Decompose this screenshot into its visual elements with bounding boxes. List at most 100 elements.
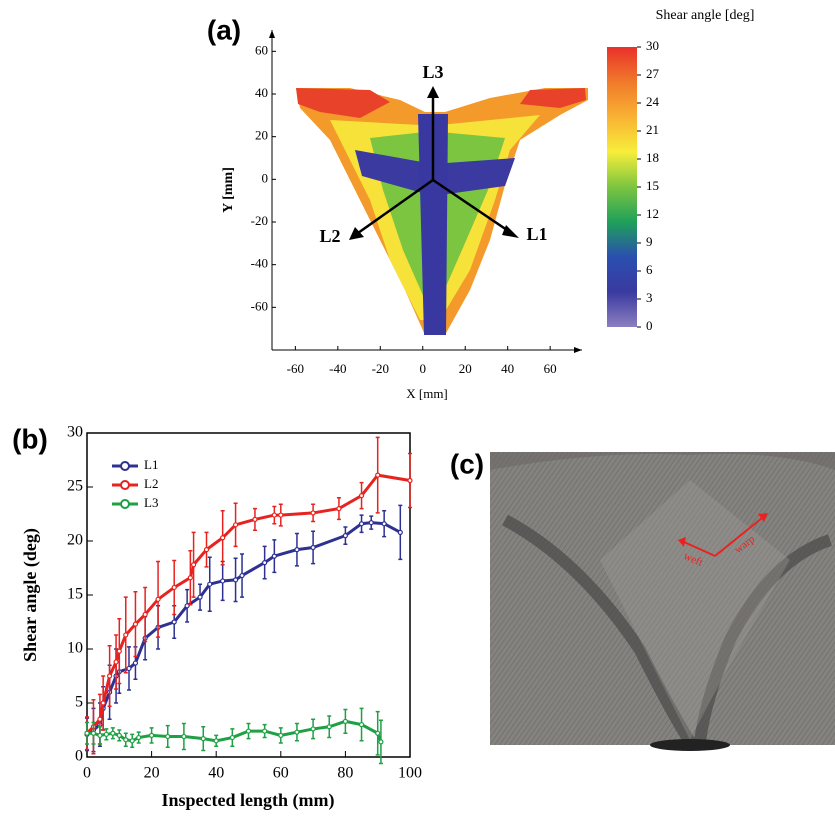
point (358, 721, 365, 728)
point (142, 611, 148, 618)
point (149, 732, 155, 739)
point (407, 477, 413, 484)
y-tick-label: 0 (262, 170, 269, 185)
point (136, 734, 142, 741)
axis-arrow (269, 30, 275, 38)
point (239, 572, 245, 579)
colorbar-tick-label: 18 (646, 150, 659, 165)
colorbar-tick-label: 21 (646, 122, 659, 137)
point (310, 510, 316, 516)
y-tick-label: 5 (75, 694, 83, 711)
y-tick-label: 60 (255, 42, 268, 57)
y-tick-label: 20 (67, 532, 83, 549)
point (113, 659, 119, 665)
heatmap-field (296, 88, 588, 335)
panel-label: (a) (207, 14, 241, 45)
point (342, 718, 348, 724)
x-tick-label: 80 (337, 765, 353, 782)
point (171, 619, 177, 625)
colorbar-title: Shear angle [deg] (656, 8, 755, 23)
point (375, 730, 381, 736)
series (84, 707, 384, 765)
point (220, 578, 226, 584)
y-tick-label: 30 (67, 424, 83, 441)
point (97, 732, 103, 739)
point (126, 665, 132, 672)
point (294, 547, 300, 553)
direction-arrows (349, 86, 519, 240)
y-tick-label: -40 (251, 256, 268, 271)
point (271, 512, 277, 518)
legend-label: L2 (144, 476, 158, 491)
x-tick-label: 60 (544, 361, 557, 376)
colorbar (607, 47, 637, 327)
colorbar-tick-label: 12 (646, 206, 659, 221)
point (381, 521, 387, 527)
x-tick-label: 60 (273, 765, 289, 782)
point (184, 603, 190, 609)
point (278, 512, 284, 518)
y-tick-label: -20 (251, 213, 268, 228)
y-axis-label: Y [mm] (221, 167, 236, 213)
colorbar-tick-label: 6 (646, 262, 653, 277)
point (262, 728, 268, 734)
y-tick-label: -60 (251, 298, 268, 313)
point (252, 516, 258, 523)
y-axis-label: Shear angle (deg) (20, 528, 41, 662)
point (294, 729, 300, 735)
point (271, 553, 277, 559)
x-tick-label: -60 (287, 361, 304, 376)
point (110, 730, 116, 736)
point (368, 520, 374, 526)
series (84, 436, 413, 755)
colorbar-tick-label: 3 (646, 290, 653, 305)
point (232, 577, 239, 583)
point (220, 535, 226, 541)
y-tick-label: 0 (75, 748, 83, 765)
point (100, 700, 106, 706)
point (132, 621, 139, 627)
point (116, 732, 122, 739)
point (336, 506, 342, 512)
point (310, 726, 316, 732)
point (97, 716, 103, 722)
colorbar-tick-label: 9 (646, 234, 653, 249)
point (310, 544, 316, 551)
point (213, 738, 219, 744)
x-axis-label: X [mm] (406, 386, 448, 401)
point (342, 532, 348, 539)
point (129, 738, 135, 744)
legend-marker (120, 499, 130, 509)
point (378, 739, 384, 745)
point (116, 648, 122, 654)
point (358, 493, 365, 499)
x-axis-label: Inspected length (mm) (162, 790, 335, 811)
point (90, 730, 97, 736)
colorbar-tick-label: 0 (646, 318, 653, 333)
point (326, 724, 332, 730)
colorbar-tick-label: 30 (646, 38, 659, 53)
point (232, 522, 239, 528)
point (197, 594, 203, 600)
point (181, 733, 187, 740)
annotation: L1 (526, 224, 547, 244)
legend-label: L3 (144, 495, 158, 510)
colorbar-tick-label: 24 (646, 94, 660, 109)
point (207, 581, 213, 587)
photo (490, 452, 835, 751)
x-tick-label: 0 (420, 361, 427, 376)
point (107, 673, 113, 679)
point (84, 730, 90, 736)
x-tick-label: 0 (83, 765, 91, 782)
point (262, 559, 268, 566)
annotation: L2 (319, 226, 340, 246)
y-tick-label: 25 (67, 478, 83, 495)
panel-label: (b) (12, 423, 48, 454)
legend-label: L1 (144, 457, 158, 472)
x-tick-label: 100 (398, 765, 422, 782)
x-tick-label: 20 (459, 361, 472, 376)
point (229, 734, 235, 741)
point (165, 733, 171, 740)
